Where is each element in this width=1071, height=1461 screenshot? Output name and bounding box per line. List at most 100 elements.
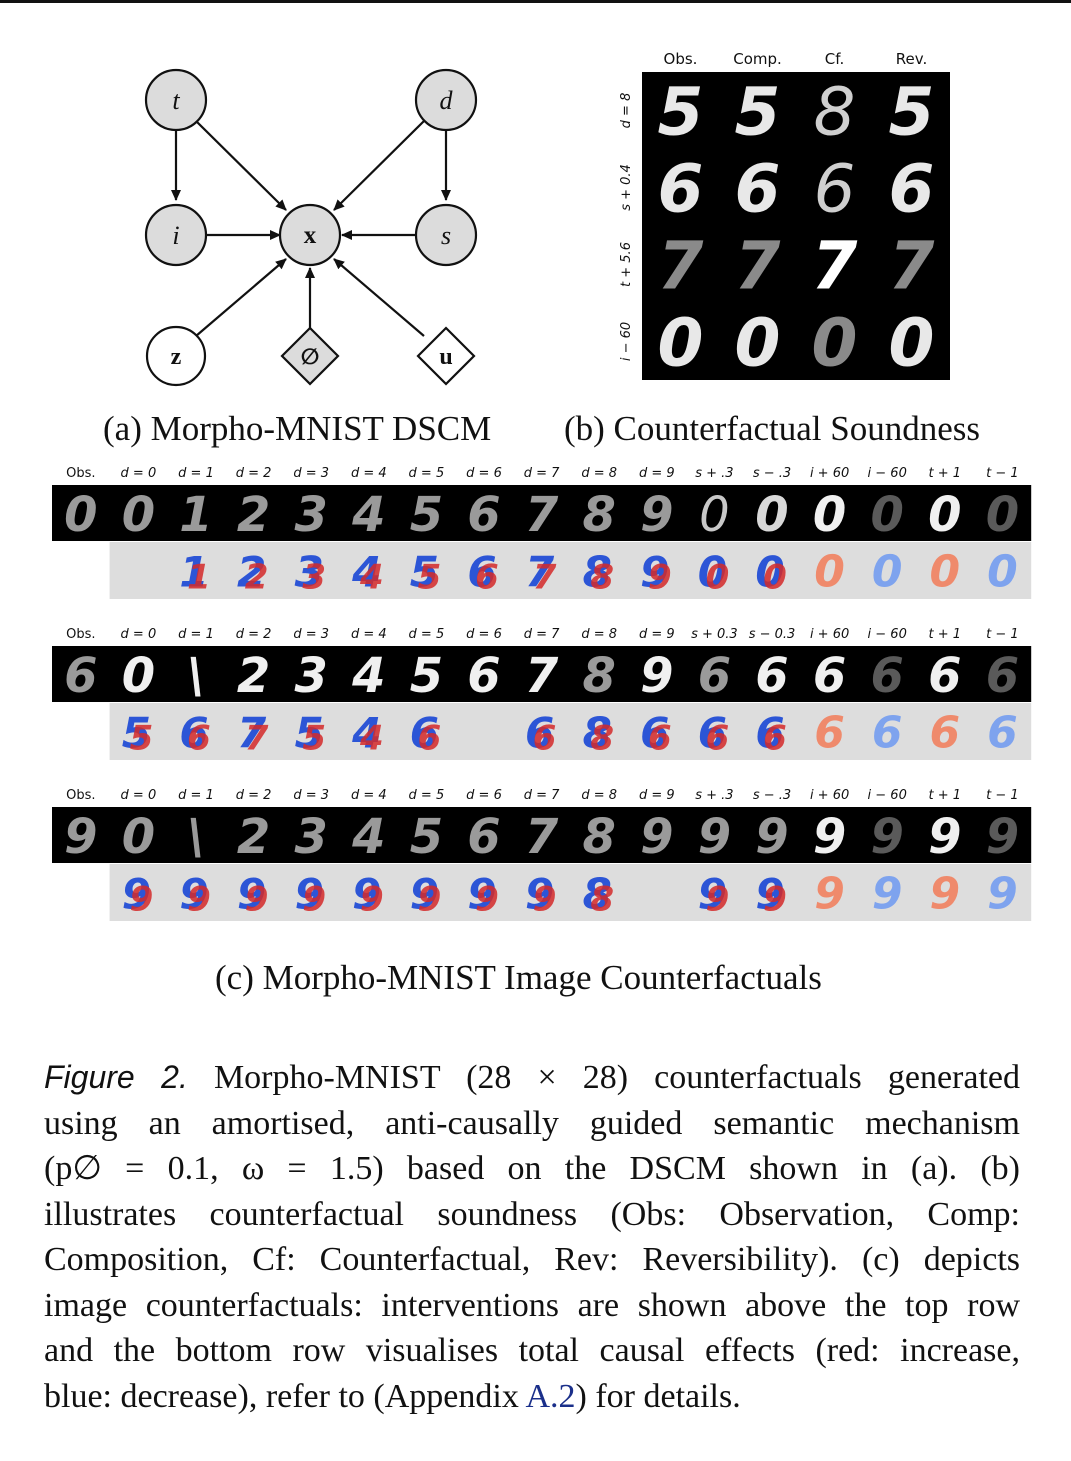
cf-digit: \ bbox=[187, 809, 205, 865]
cf-effect-increase: 9 bbox=[648, 558, 672, 598]
soundness-row-label: i − 60 bbox=[619, 322, 634, 361]
cf-effect-decrease: 0 bbox=[755, 548, 784, 597]
cf-digit: 6 bbox=[755, 648, 788, 704]
node-z bbox=[145, 325, 207, 387]
cf-effect-increase: 9 bbox=[130, 880, 154, 920]
cf-column-header: s + .3 bbox=[695, 466, 733, 481]
cf-digit: 6 bbox=[698, 648, 731, 704]
cf-digit: 5 bbox=[410, 809, 443, 865]
node-d bbox=[414, 68, 478, 132]
node-label-null: ∅ bbox=[301, 345, 320, 370]
caption-line-5: Composition, Cf: Counterfactual, Rev: Re… bbox=[44, 1241, 1020, 1278]
cf-effect-decrease: 5 bbox=[295, 709, 324, 758]
cf-effect-increase: 9 bbox=[814, 869, 845, 920]
cf-effect-increase: 9 bbox=[533, 880, 557, 920]
cf-column-header: i − 60 bbox=[868, 466, 907, 481]
cf-digit: 9 bbox=[928, 809, 961, 865]
cf-effect-increase: 0 bbox=[814, 547, 845, 598]
cf-digit: 0 bbox=[122, 809, 155, 865]
cf-column-header: d = 4 bbox=[351, 627, 387, 642]
appendix-link[interactable]: A.2 bbox=[525, 1377, 576, 1415]
cf-digit: 3 bbox=[294, 648, 327, 704]
cf-effect-increase: 4 bbox=[359, 719, 384, 759]
cf-column-header: t − 1 bbox=[986, 627, 1019, 642]
cf-digit: 3 bbox=[294, 809, 327, 865]
cf-effect-decrease: 9 bbox=[295, 870, 324, 919]
cf-effect-row bbox=[109, 703, 1032, 760]
cf-digit: 4 bbox=[351, 809, 385, 865]
cf-digit: 9 bbox=[640, 487, 673, 543]
caption-line-4: illustrates counterfactual soundness (Ob… bbox=[44, 1195, 1020, 1233]
cf-digit: 2 bbox=[237, 648, 270, 704]
soundness-digit: 6 bbox=[889, 151, 935, 228]
cf-effect-decrease: 6 bbox=[872, 708, 903, 759]
node-label-t: t bbox=[172, 86, 180, 115]
cf-digit: 0 bbox=[928, 487, 961, 543]
node-null bbox=[280, 326, 340, 386]
cf-column-header: Obs. bbox=[66, 466, 95, 481]
cf-effect-increase: 9 bbox=[187, 880, 211, 920]
cf-column-header: d = 9 bbox=[639, 788, 675, 803]
node-label-s: s bbox=[441, 221, 451, 250]
cf-effect-increase: 7 bbox=[245, 719, 269, 759]
cf-effect-increase: 3 bbox=[302, 558, 326, 598]
cf-effect-decrease: 0 bbox=[698, 548, 727, 597]
cf-column-header: Obs. bbox=[66, 627, 95, 642]
node-i bbox=[144, 203, 208, 267]
cf-effect-decrease: 9 bbox=[755, 870, 784, 919]
cf-digit: 6 bbox=[64, 648, 97, 704]
cf-column-header: d = 5 bbox=[409, 627, 445, 642]
cf-effect-decrease: 8 bbox=[583, 870, 612, 919]
cf-column-header: d = 6 bbox=[466, 466, 502, 481]
cf-digit: 9 bbox=[755, 809, 788, 865]
cf-column-header: s + .3 bbox=[695, 788, 733, 803]
cf-effect-increase: 6 bbox=[706, 719, 730, 759]
cf-effect-decrease: 9 bbox=[698, 870, 727, 919]
cf-column-header: s + 0.3 bbox=[691, 627, 738, 642]
node-label-d: d bbox=[440, 86, 454, 115]
cf-column-header: t − 1 bbox=[986, 466, 1019, 481]
cf-digit: 9 bbox=[813, 809, 846, 865]
cf-effect-decrease: 3 bbox=[295, 548, 324, 597]
cf-column-header: t + 1 bbox=[929, 788, 962, 803]
cf-effect-decrease: 5 bbox=[410, 548, 439, 597]
cf-effect-increase: 2 bbox=[245, 558, 269, 598]
top-rule bbox=[0, 0, 1071, 3]
soundness-col-header: Obs. bbox=[664, 50, 698, 68]
cf-effect-decrease: 6 bbox=[755, 709, 784, 758]
cf-effect-increase: 0 bbox=[763, 558, 787, 598]
cf-column-header: d = 9 bbox=[639, 466, 675, 481]
cf-column-header: d = 1 bbox=[178, 627, 214, 642]
soundness-digit: 5 bbox=[889, 74, 935, 151]
soundness-col-header: Rev. bbox=[896, 50, 927, 68]
cf-digit: 0 bbox=[122, 648, 155, 704]
cf-effect-decrease: 9 bbox=[872, 869, 903, 920]
cf-effect-decrease: 9 bbox=[525, 870, 554, 919]
cf-effect-increase: 9 bbox=[763, 880, 787, 920]
cf-digit: 8 bbox=[582, 809, 615, 865]
soundness-digit: 7 bbox=[812, 228, 858, 305]
cf-effect-decrease: 5 bbox=[122, 709, 151, 758]
cf-effect-increase: 8 bbox=[590, 558, 614, 598]
cf-effect-increase: 9 bbox=[302, 880, 326, 920]
soundness-digit: 6 bbox=[735, 151, 781, 228]
cf-column-header: d = 8 bbox=[581, 466, 617, 481]
cf-effect-decrease: 2 bbox=[237, 548, 266, 597]
cf-effect-increase: 1 bbox=[187, 558, 211, 598]
node-label-x: x bbox=[304, 222, 317, 249]
cf-effect-decrease: 7 bbox=[237, 709, 267, 758]
cf-column-header: d = 0 bbox=[121, 627, 157, 642]
cf-digit: 7 bbox=[525, 648, 559, 704]
node-t bbox=[144, 68, 208, 132]
cf-column-header: d = 0 bbox=[121, 466, 157, 481]
cf-column-header: d = 2 bbox=[236, 627, 272, 642]
cf-effect-increase: 6 bbox=[814, 708, 845, 759]
cf-effect-increase: 5 bbox=[130, 719, 154, 759]
cf-effect-increase: 0 bbox=[929, 547, 960, 598]
cf-effect-increase: 9 bbox=[418, 880, 442, 920]
soundness-digit: 5 bbox=[735, 74, 781, 151]
cf-column-header: t + 1 bbox=[929, 466, 962, 481]
cf-column-header: d = 1 bbox=[178, 466, 214, 481]
cf-effect-decrease: 9 bbox=[467, 870, 496, 919]
cf-digit: 7 bbox=[525, 487, 559, 543]
